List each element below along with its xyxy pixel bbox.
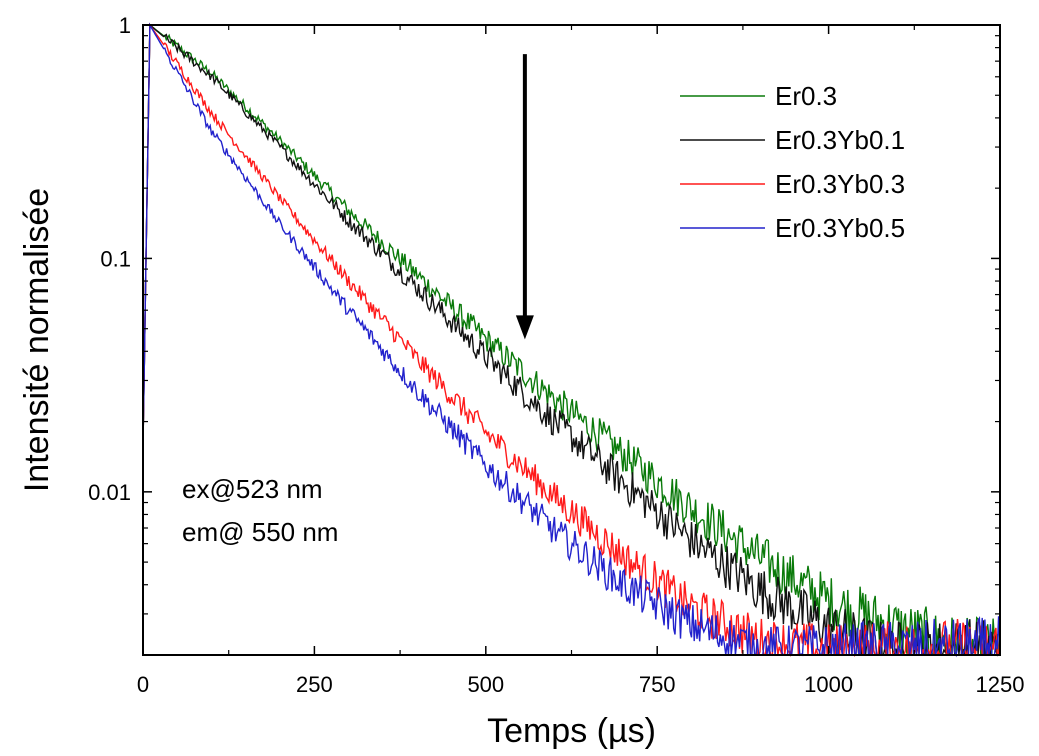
x-tick-label: 500 [467,672,504,697]
x-tick-label: 1250 [976,672,1025,697]
legend-label: Er0.3Yb0.3 [775,169,905,199]
series-line-er0.3yb0.1 [142,23,1001,657]
legend-label: Er0.3 [775,81,837,111]
series-layer [142,22,1001,658]
x-axis-title: Temps (µs) [487,712,656,750]
x-tick-label: 1000 [804,672,853,697]
y-tick-label: 0.01 [88,480,131,505]
y-tick-label: 1 [119,13,131,38]
arrow-head [515,315,534,340]
annotation: ex@523 nm em@ 550 nm [182,474,338,547]
y-axis-title: Intensité normalisée [18,188,56,492]
series-line-er0.3yb0.5 [142,22,1001,658]
plot-frame [142,24,1001,656]
x-tick-label: 250 [296,672,333,697]
legend: Er0.3 Er0.3Yb0.1 Er0.3Yb0.3 Er0.3Yb0.5 [680,81,905,243]
legend-label: Er0.3Yb0.1 [775,125,905,155]
ticks-layer [142,24,1001,656]
trend-arrow [515,54,534,340]
legend-label: Er0.3Yb0.5 [775,213,905,243]
series-line-er0.3 [142,23,1000,656]
x-tick-label: 750 [639,672,676,697]
tick-labels-layer: 0 250 500 750 1000 1250 0.01 0.1 1 [88,13,1024,697]
annotation-excitation: ex@523 nm [182,474,323,504]
x-tick-label: 0 [137,672,149,697]
y-tick-label: 0.1 [100,246,131,271]
annotation-emission: em@ 550 nm [182,517,338,547]
series-line-er0.3yb0.3 [142,22,1001,658]
